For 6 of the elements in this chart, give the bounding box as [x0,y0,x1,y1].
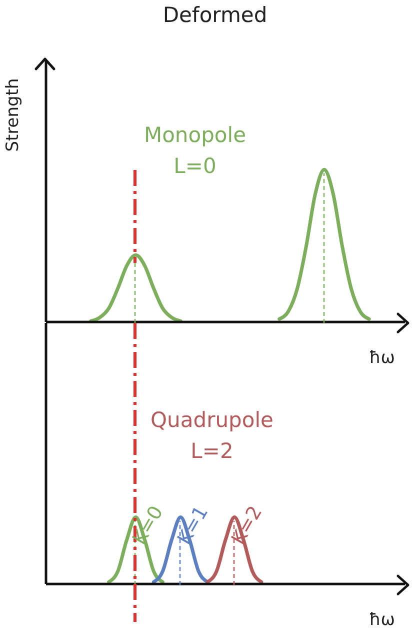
x-axis-title: ħω [368,610,396,630]
chart-title: Deformed [162,3,268,27]
y-axis-title: Strength [3,78,23,152]
annotation: Monopole L=0 [144,123,246,178]
x-axis-title: ħω [368,348,396,368]
text: Quadrupole L=2 [150,408,274,463]
